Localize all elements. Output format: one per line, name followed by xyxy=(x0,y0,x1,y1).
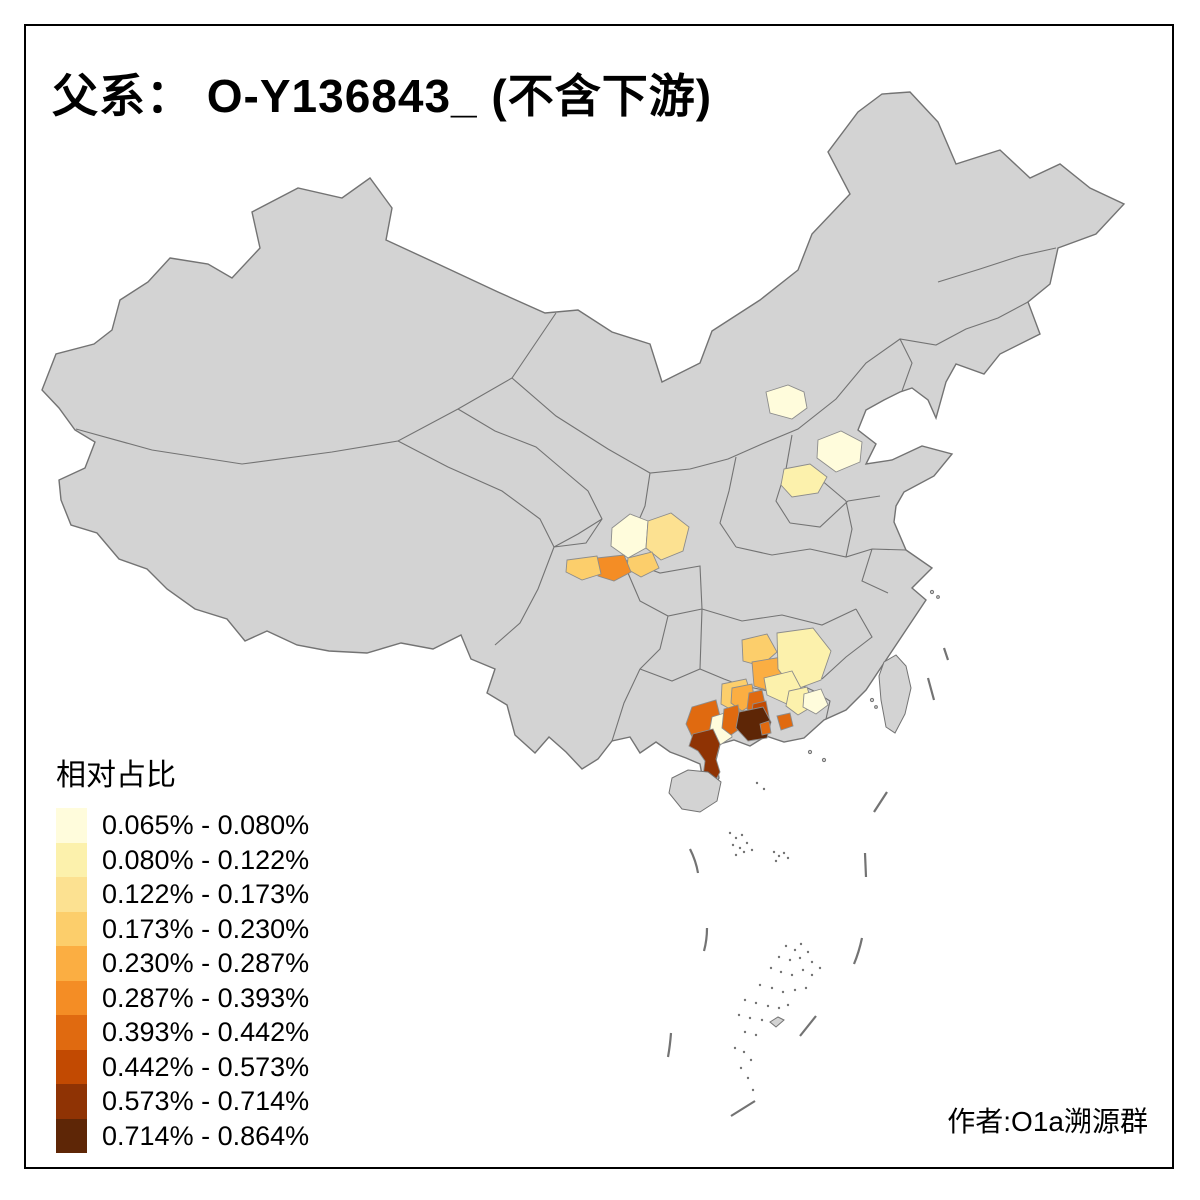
legend-label: 0.065% - 0.080% xyxy=(102,810,310,840)
islands xyxy=(668,589,940,1028)
prefecture-region xyxy=(776,712,794,731)
legend-label: 0.122% - 0.173% xyxy=(102,879,310,909)
legend-label: 0.230% - 0.287% xyxy=(102,948,310,978)
prefecture-region xyxy=(816,430,863,473)
legend-swatch xyxy=(56,808,87,843)
prefecture-region xyxy=(565,555,602,581)
legend-label: 0.573% - 0.714% xyxy=(102,1086,310,1116)
small-island xyxy=(874,705,878,709)
legend-swatch xyxy=(56,1015,87,1050)
legend-label: 0.173% - 0.230% xyxy=(102,913,310,944)
prefecture-region xyxy=(802,688,829,715)
small-island xyxy=(807,749,813,755)
legend: 相对占比 0.065% - 0.080% 0.080% - 0.122% 0.122… xyxy=(56,750,386,1153)
legend-row: 0.714% - 0.864% xyxy=(56,1118,386,1153)
legend-row: 0.442% - 0.573% xyxy=(56,1049,386,1084)
nine-dash-line xyxy=(666,647,950,1117)
legend-swatch xyxy=(56,946,87,981)
legend-row: 0.573% - 0.714% xyxy=(56,1084,386,1119)
legend-row: 0.173% - 0.230% xyxy=(56,911,386,946)
legend-swatch xyxy=(56,842,87,877)
legend-label: 0.442% - 0.573% xyxy=(102,1051,310,1082)
china-mainland-shape xyxy=(41,91,1126,794)
prefecture-region xyxy=(759,720,772,736)
legend-label: 0.287% - 0.393% xyxy=(102,982,310,1013)
legend-row: 0.122% - 0.173% xyxy=(56,877,386,912)
reef-dots xyxy=(728,781,822,1092)
legend-label: 0.393% - 0.442% xyxy=(102,1017,310,1047)
legend-swatch xyxy=(56,911,87,946)
legend-row: 0.230% - 0.287% xyxy=(56,946,386,981)
legend-title: 相对占比 xyxy=(56,759,176,792)
legend-label: 0.714% - 0.864% xyxy=(102,1120,310,1151)
prefecture-region xyxy=(780,463,828,498)
prefecture-region xyxy=(645,512,690,561)
hainan-island xyxy=(668,769,722,813)
legend-row: 0.393% - 0.442% xyxy=(56,1015,386,1050)
small-island xyxy=(869,697,875,703)
taiwan-island xyxy=(878,654,912,734)
legend-label: 0.080% - 0.122% xyxy=(102,844,310,875)
legend-swatch xyxy=(56,1049,87,1084)
legend-swatch xyxy=(56,1118,87,1153)
legend-row: 0.080% - 0.122% xyxy=(56,842,386,877)
highlighted-prefectures xyxy=(565,384,863,790)
legend-swatch xyxy=(56,1084,87,1119)
legend-swatch xyxy=(56,980,87,1015)
prefecture-region xyxy=(765,384,808,420)
small-island xyxy=(929,589,935,595)
small-island xyxy=(769,1016,785,1028)
legend-row: 0.287% - 0.393% xyxy=(56,980,386,1015)
attribution-text: 作者:O1a溯源群 xyxy=(947,1106,1148,1137)
map-title: 父系： O-Y136843_ (不含下游) xyxy=(52,70,713,122)
legend-swatch xyxy=(56,877,87,912)
small-island xyxy=(936,595,940,599)
plot-frame xyxy=(24,24,1174,1169)
legend-rows: 0.065% - 0.080% 0.080% - 0.122% 0.122% - 0… xyxy=(56,808,386,1153)
small-island xyxy=(821,757,827,763)
legend-row: 0.065% - 0.080% xyxy=(56,808,386,843)
